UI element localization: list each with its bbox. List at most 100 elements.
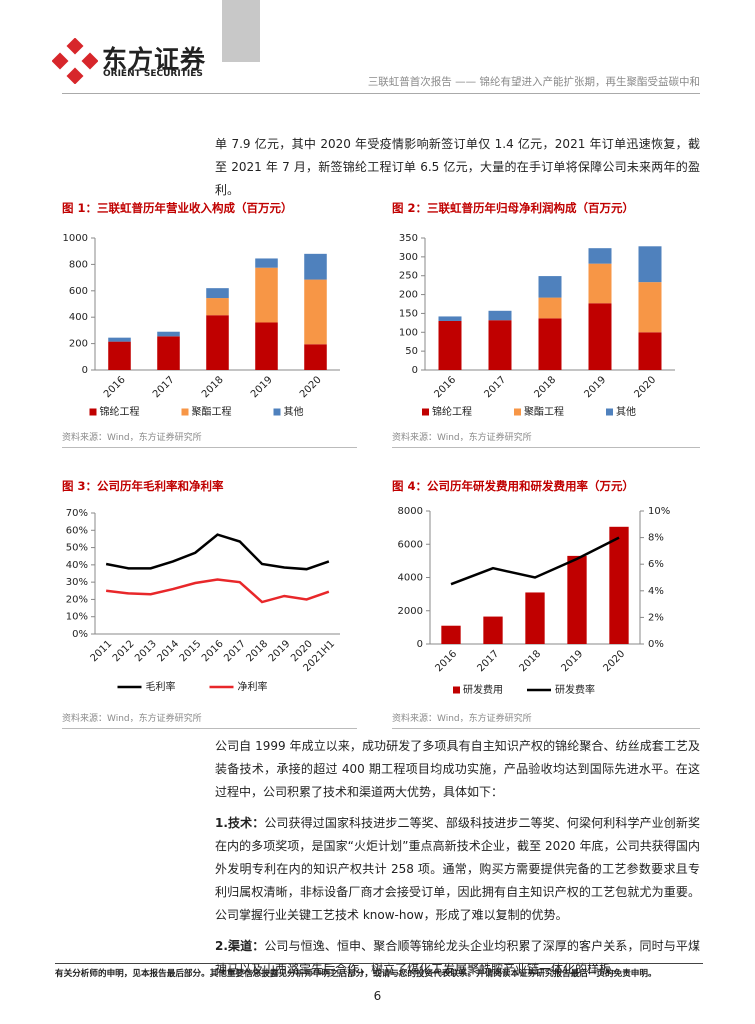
- legend-swatch: [422, 408, 429, 416]
- y-tick-label: 20%: [66, 594, 88, 605]
- y-tick-label: 0%: [72, 629, 88, 640]
- y-tick-label: 8000: [398, 506, 423, 517]
- bar: [255, 258, 278, 268]
- legend-label: 净利率: [238, 680, 268, 693]
- figure: 图 4：公司历年研发费用和研发费用率（万元） 0 2000 4000 6000 8000…: [392, 478, 700, 729]
- figure: 图 3：公司历年毛利率和净利率 0% 10% 20% 30% 40% 50% 60% 70% 2…: [62, 478, 357, 729]
- logo-cn: 东方证券: [102, 45, 207, 74]
- bar: [255, 322, 278, 370]
- point-text: 公司与恒逸、恒申、聚合顺等锦纶龙头企业均积累了深厚的客户关系，同时与平煤神马以及…: [215, 939, 700, 976]
- y-tick-label: 50%: [66, 543, 88, 554]
- legend-swatch: [606, 408, 613, 416]
- y-tick-label: 0: [412, 365, 418, 376]
- y-tick-label: 400: [69, 312, 88, 323]
- figure-title: 图 1：三联虹普历年营业收入构成（百万元）: [62, 201, 293, 215]
- header-block: [222, 0, 260, 62]
- page-number: 6: [373, 989, 382, 1003]
- y2-tick-label: 4%: [648, 586, 664, 597]
- y-tick-label: 200: [69, 339, 88, 350]
- bar: [638, 246, 662, 283]
- bar: [108, 341, 131, 370]
- x-tick-label: 2017: [151, 374, 177, 400]
- legend-swatch: [273, 408, 281, 416]
- x-tick-label: 2016: [433, 648, 459, 674]
- bar: [588, 303, 612, 370]
- y-tick-label: 70%: [66, 508, 88, 519]
- y-tick-label: 40%: [66, 560, 88, 571]
- y-tick-label: 0: [417, 639, 423, 650]
- figure-title: 图 3：公司历年毛利率和净利率: [62, 479, 224, 493]
- bar: [157, 336, 180, 370]
- header-rule: [62, 93, 700, 94]
- figure: 图 2：三联虹普历年归母净利润构成（百万元） 0 50 100 150 200 250 30…: [392, 200, 700, 448]
- point-text: 公司获得过国家科技进步二等奖、部级科技进步二等奖、何梁何利科学产业创新奖在内的多…: [215, 816, 700, 922]
- y2-tick-label: 6%: [648, 559, 664, 570]
- y-tick-label: 100: [399, 327, 418, 338]
- x-tick-label: 2020: [298, 374, 324, 400]
- x-tick-label: 2014: [155, 638, 181, 664]
- bar: [483, 616, 503, 644]
- y2-tick-label: 0%: [648, 639, 664, 650]
- bar: [488, 320, 512, 370]
- x-tick-label: 2017: [475, 648, 501, 674]
- figure-title: 图 4：公司历年研发费用和研发费用率（万元）: [392, 479, 635, 493]
- legend-label: 聚酯工程: [524, 406, 564, 418]
- footer-rule: [55, 963, 703, 964]
- legend-label: 其他: [616, 405, 636, 418]
- y-tick-label: 1000: [63, 233, 88, 244]
- bar: [304, 344, 327, 370]
- x-tick-label: 2011: [89, 638, 115, 664]
- bar: [588, 248, 612, 264]
- x-tick-label: 2018: [245, 638, 271, 664]
- y-tick-label: 300: [399, 252, 418, 263]
- bar: [588, 263, 612, 304]
- y-tick-label: 0: [82, 365, 88, 376]
- x-tick-label: 2012: [111, 638, 137, 664]
- x-tick-label: 2020: [601, 648, 627, 674]
- figure: 图 1：三联虹普历年营业收入构成（百万元） 0 200 400 600 800 1000 2…: [62, 200, 357, 448]
- point-label: 1.技术：: [215, 816, 265, 830]
- y-tick-label: 50: [405, 346, 418, 357]
- legend-swatch: [453, 686, 460, 694]
- bar: [304, 253, 327, 280]
- x-tick-label: 2019: [559, 648, 585, 674]
- source: 资料来源：Wind，东方证券研究所: [392, 711, 700, 729]
- y-tick-label: 4000: [398, 573, 423, 584]
- bar: [206, 298, 229, 316]
- x-tick-label: 2018: [200, 374, 226, 400]
- legend-swatch: [181, 408, 189, 416]
- x-tick-label: 2017: [222, 638, 248, 664]
- intro: 单 7.9 亿元，其中 2020 年受疫情影响新签订单仅 1.4 亿元，2021…: [215, 137, 700, 197]
- legend-swatch: [514, 408, 521, 416]
- report-title: 三联虹普首次报告 —— 锦纶有望进入产能扩张期，再生聚酯受益碳中和: [367, 76, 700, 88]
- bar: [609, 526, 629, 644]
- legend-label: 锦纶工程: [100, 405, 140, 418]
- source: 资料来源：Wind，东方证券研究所: [392, 430, 700, 448]
- chart: 0%10%20%30%40%50%60%70%20112012201320142…: [66, 508, 340, 693]
- bar: [206, 288, 229, 299]
- y-tick-label: 30%: [66, 577, 88, 588]
- legend-label: 聚酯工程: [192, 406, 232, 418]
- x-tick-label: 2019: [582, 374, 608, 400]
- bar: [157, 331, 180, 337]
- line: [105, 578, 330, 604]
- chart: 0 200 400 600 800 1000 2016 2017 2018 2019 2020 锦纶工…: [63, 233, 340, 418]
- y-tick-label: 150: [399, 308, 418, 319]
- y-tick-label: 250: [399, 271, 418, 282]
- bar: [638, 282, 662, 333]
- y-tick-label: 10%: [66, 612, 88, 623]
- x-tick-label: 2019: [267, 638, 293, 664]
- y-tick-label: 350: [399, 233, 418, 244]
- y2-tick-label: 2%: [648, 612, 664, 623]
- disclaimer: 有关分析师的申明，见本报告最后部分。其他重要信息披露见分析师申明之后部分，或请与…: [55, 969, 657, 979]
- y-tick-label: 800: [69, 259, 88, 270]
- figure-title: 图 2：三联虹普历年归母净利润构成（百万元）: [392, 201, 635, 215]
- bar: [108, 337, 131, 342]
- legend-label: 毛利率: [146, 680, 176, 693]
- x-tick-label: 2013: [133, 638, 159, 664]
- legend-label: 锦纶工程: [432, 405, 472, 418]
- body-text: 公司自 1999 年成立以来，成功研发了多项具有自主知识产权的锦纶聚合、纺丝成套…: [215, 735, 700, 981]
- x-tick-label: 2018: [532, 374, 558, 400]
- y2-tick-label: 8%: [648, 533, 664, 544]
- bar: [438, 320, 462, 370]
